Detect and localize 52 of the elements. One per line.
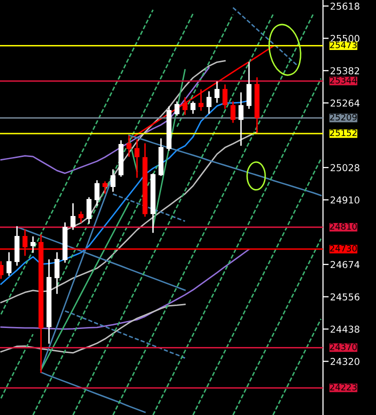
ref-line-label: 24223 xyxy=(330,384,357,390)
line-series xyxy=(72,14,274,415)
line-series xyxy=(232,6,298,66)
candlestick xyxy=(134,139,140,178)
candlestick xyxy=(54,252,60,294)
line-series xyxy=(112,193,186,222)
candlestick xyxy=(230,101,236,123)
y-tick-label: 24556 xyxy=(330,293,360,300)
ref-line-label: 24810 xyxy=(330,223,357,230)
y-tick-label: 24910 xyxy=(330,196,360,204)
ref-line-label: 25152 xyxy=(330,130,356,136)
candlestick xyxy=(182,97,188,115)
candlestick xyxy=(174,101,180,116)
candlestick xyxy=(6,252,12,276)
candlestick xyxy=(94,180,100,206)
y-tick-label: 25382 xyxy=(330,67,360,74)
line-series xyxy=(0,304,186,354)
ref-line-label: 25209 xyxy=(330,114,357,121)
y-tick-label: 24320 xyxy=(330,358,360,366)
candlestick xyxy=(30,236,36,253)
candlestick xyxy=(198,89,204,111)
line-series xyxy=(0,9,154,315)
line-series xyxy=(272,318,322,415)
candlestick xyxy=(238,92,244,146)
ref-line-label: 24730 xyxy=(330,245,357,252)
ref-line-label: 25344 xyxy=(330,76,357,84)
y-tick-label: 25264 xyxy=(330,100,360,107)
y-tick-label: 24438 xyxy=(330,326,360,333)
line-series xyxy=(0,131,258,304)
candlestick xyxy=(86,197,92,224)
candlestick xyxy=(78,211,84,223)
line-series xyxy=(128,134,322,196)
candlestick xyxy=(222,84,228,109)
ref-line-label: 24370 xyxy=(330,344,357,350)
ref-line-label: 25473 xyxy=(330,42,357,48)
y-tick-label: 25028 xyxy=(330,164,360,172)
candlestick xyxy=(110,169,116,192)
y-tick-label: 24674 xyxy=(330,261,360,268)
line-series xyxy=(232,238,322,415)
line-series xyxy=(40,202,130,371)
candlestick xyxy=(246,62,252,109)
line-series xyxy=(152,78,322,415)
line-series xyxy=(0,66,210,174)
candlestick xyxy=(70,203,76,230)
candlestick xyxy=(102,181,108,194)
line-series xyxy=(192,158,322,415)
line-series xyxy=(0,248,250,330)
line-series xyxy=(112,14,314,415)
candlestick xyxy=(206,91,212,114)
candlestick xyxy=(214,81,220,103)
y-tick-label: 25618 xyxy=(330,2,360,10)
candlestick xyxy=(190,101,196,114)
